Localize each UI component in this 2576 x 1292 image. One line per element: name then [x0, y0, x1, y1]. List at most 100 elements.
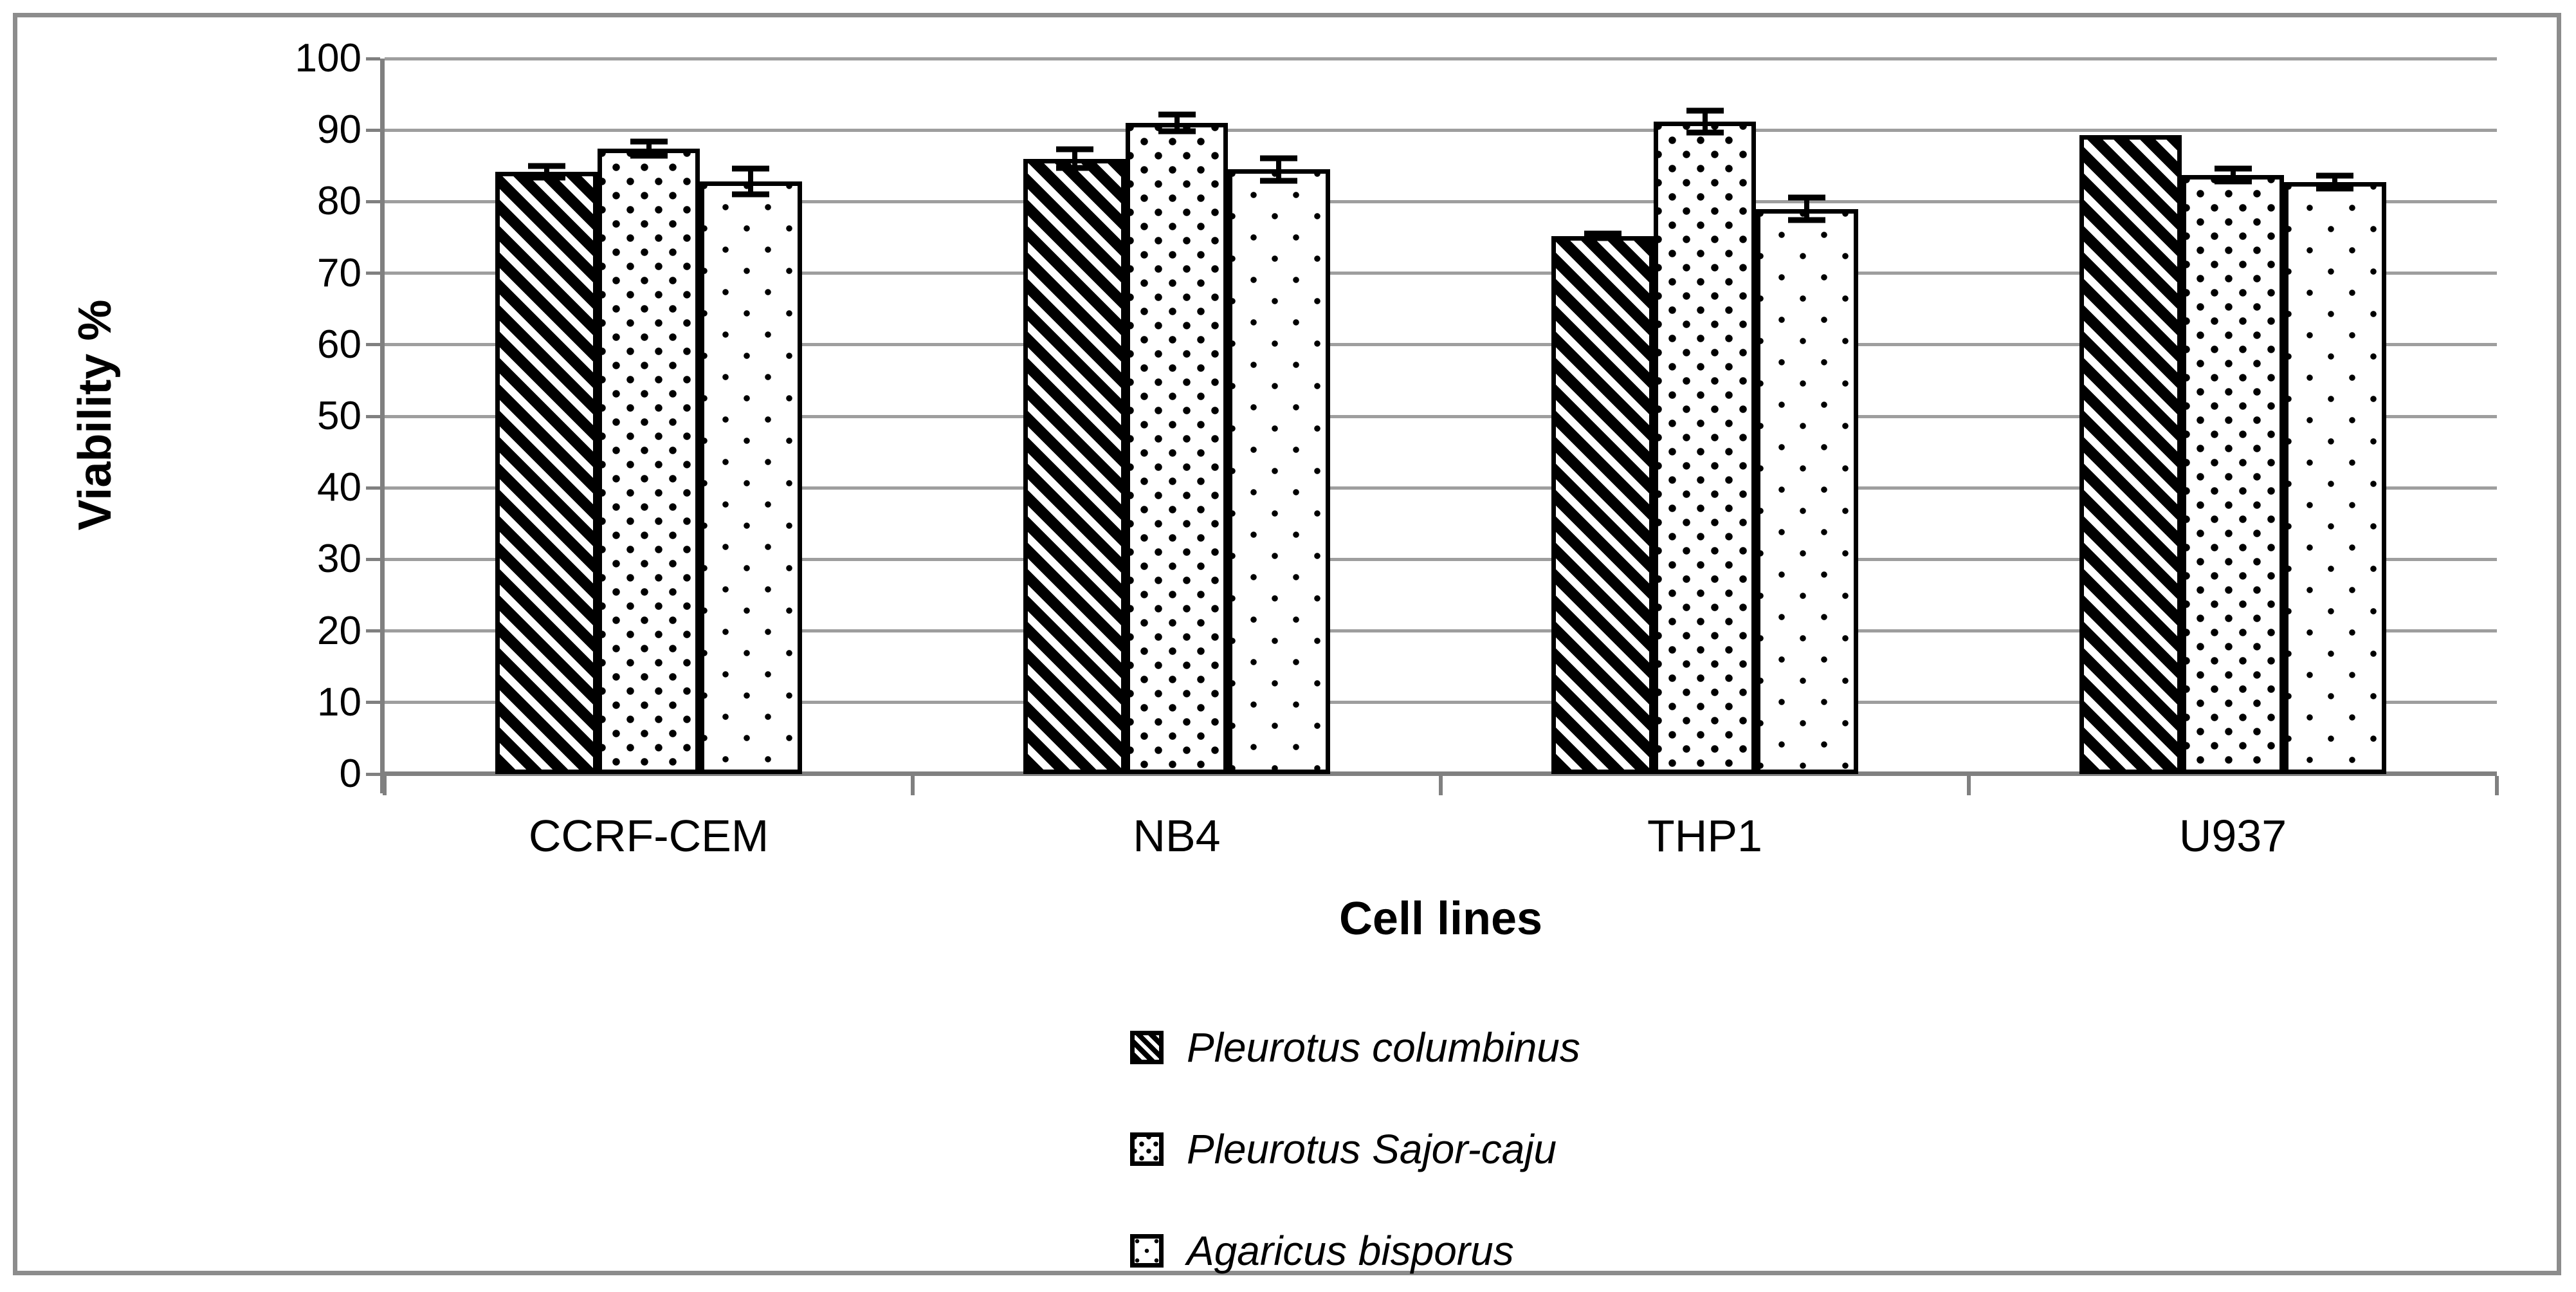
error-bar — [1174, 114, 1180, 132]
x-tick — [1967, 776, 1971, 795]
category-slot — [1441, 59, 1969, 774]
y-tick — [366, 486, 380, 490]
y-tick — [366, 629, 380, 633]
bar-group — [2079, 59, 2386, 774]
gridline — [385, 128, 2497, 132]
gridline — [385, 272, 2497, 275]
gridline — [385, 701, 2497, 705]
y-tick — [366, 57, 380, 60]
y-tick — [366, 772, 380, 776]
y-tick — [366, 557, 380, 561]
figure-border — [13, 13, 2561, 1275]
y-tick-label: 20 — [317, 608, 361, 653]
gridline — [385, 343, 2497, 347]
error-bar-cap — [2214, 178, 2252, 185]
y-tick — [366, 272, 380, 275]
error-bar — [544, 165, 549, 178]
legend-label: Agaricus bisporus — [1187, 1228, 1514, 1274]
error-bar-cap — [1158, 111, 1196, 118]
legend-label: Pleurotus columbinus — [1187, 1024, 1580, 1071]
y-tick-label: 80 — [317, 179, 361, 224]
y-axis-line — [380, 59, 385, 793]
bar-hatch — [2079, 134, 2182, 774]
error-bar-cap — [1055, 146, 1093, 152]
bar-dots-sparse — [1755, 208, 1858, 774]
y-tick-label: 40 — [317, 465, 361, 510]
bar-dots-dense — [1126, 123, 1228, 774]
bar-dots-dense — [2182, 175, 2284, 774]
x-axis-line — [380, 771, 2497, 776]
error-bar-cap — [2316, 172, 2354, 179]
legend-item: Agaricus bisporus — [1130, 1228, 1580, 1273]
plot-area: 0 10 20 30 40 50 60 70 80 90 100 CCRF-CEM NB4 THP1 U93… — [295, 36, 2499, 860]
bar-group — [1551, 59, 1858, 774]
gridline — [385, 486, 2497, 490]
bar-dots-sparse — [699, 181, 802, 774]
legend-swatch-dots-sparse — [1130, 1234, 1164, 1268]
bar-hatch — [1551, 235, 1654, 774]
error-bar — [1072, 149, 1077, 169]
bar-dots-dense — [598, 149, 700, 774]
gridline — [385, 414, 2497, 418]
bar-dots-sparse — [1227, 169, 1330, 774]
error-bar — [1702, 111, 1708, 133]
bar-hatch — [495, 171, 598, 774]
error-bar-cap — [732, 165, 770, 172]
gridline — [385, 199, 2497, 203]
error-bar-cap — [2316, 185, 2354, 192]
y-tick-label: 100 — [295, 36, 361, 80]
error-bar — [646, 142, 652, 156]
y-axis-title: Viability % — [69, 299, 121, 531]
y-tick — [366, 414, 380, 418]
gridline — [385, 57, 2497, 60]
error-bar-cap — [1686, 129, 1724, 136]
x-category-label: U937 — [2179, 811, 2287, 861]
y-tick-label: 30 — [317, 537, 361, 582]
error-bar-cap — [2214, 165, 2252, 172]
legend: Pleurotus columbinus Pleurotus Sajor-caju… — [1130, 1025, 1580, 1273]
legend-swatch-hatch — [1130, 1031, 1164, 1064]
legend-swatch-dots-dense — [1130, 1132, 1164, 1166]
x-tick — [383, 776, 387, 795]
error-bar-cap — [1055, 165, 1093, 171]
legend-item: Pleurotus columbinus — [1130, 1025, 1580, 1070]
error-bar-cap — [1584, 235, 1621, 241]
error-bar-cap — [1158, 128, 1196, 134]
error-bar-cap — [630, 138, 668, 145]
error-bar — [2230, 169, 2236, 182]
error-bar-cap — [1788, 217, 1826, 223]
bar-dots-dense — [1654, 121, 1756, 774]
x-tick — [2495, 776, 2499, 795]
error-bar-cap — [732, 191, 770, 198]
y-tick-label: 50 — [317, 394, 361, 438]
error-bar-cap — [630, 152, 668, 159]
y-tick-label: 70 — [317, 250, 361, 295]
legend-label: Pleurotus Sajor-caju — [1187, 1126, 1557, 1172]
x-tick — [911, 776, 915, 795]
x-category-label: CCRF-CEM — [528, 811, 769, 861]
error-bar-cap — [527, 174, 565, 181]
x-axis-title: Cell lines — [1338, 893, 1543, 945]
y-tick — [366, 199, 380, 203]
error-bar — [2332, 176, 2338, 189]
y-tick — [366, 701, 380, 705]
error-bar — [1276, 158, 1282, 181]
error-bar — [748, 169, 754, 195]
y-tick-label: 60 — [317, 322, 361, 367]
error-bar-cap — [1260, 178, 1298, 184]
error-bar-cap — [1260, 155, 1298, 162]
error-bar-cap — [1584, 230, 1621, 237]
y-tick-label: 90 — [317, 107, 361, 152]
x-tick — [1439, 776, 1443, 795]
bar-group — [1023, 59, 1330, 774]
y-tick — [366, 128, 380, 132]
bar-dots-sparse — [2283, 182, 2386, 774]
gridline — [385, 629, 2497, 633]
bar-hatch — [1023, 158, 1126, 774]
x-category-label: NB4 — [1133, 811, 1221, 861]
error-bar-cap — [1788, 194, 1826, 201]
error-bar — [1804, 197, 1810, 221]
category-slot — [385, 59, 913, 774]
category-slot — [1969, 59, 2497, 774]
gridline — [385, 557, 2497, 561]
